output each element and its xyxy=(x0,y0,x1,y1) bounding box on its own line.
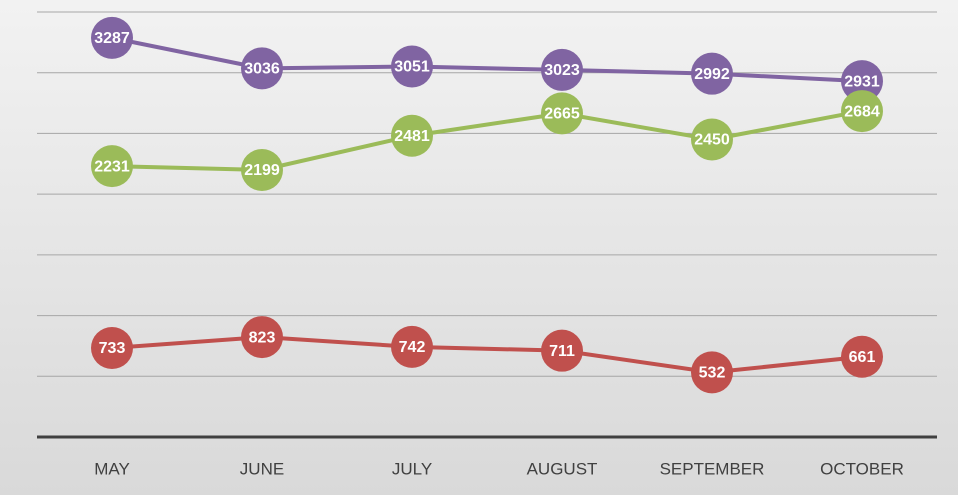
data-point xyxy=(91,326,133,369)
data-label: 3287 xyxy=(94,30,130,47)
data-point xyxy=(91,16,133,59)
data-label: 2231 xyxy=(94,158,130,175)
data-point xyxy=(841,60,883,103)
data-label: 733 xyxy=(99,340,126,357)
data-point xyxy=(241,316,283,359)
data-point xyxy=(691,118,733,161)
data-label: 2665 xyxy=(544,106,580,123)
data-point xyxy=(841,90,883,133)
data-point xyxy=(241,47,283,90)
data-label: 3036 xyxy=(244,61,280,78)
data-point xyxy=(91,145,133,188)
x-tick-label: AUGUST xyxy=(527,459,598,478)
data-label: 2450 xyxy=(694,132,730,149)
data-label: 3051 xyxy=(394,59,430,76)
data-label: 3023 xyxy=(544,62,580,79)
data-label: 742 xyxy=(399,339,426,356)
data-label: 532 xyxy=(699,365,726,382)
data-point xyxy=(391,114,433,157)
data-point xyxy=(541,92,583,135)
data-point xyxy=(391,45,433,88)
data-label: 661 xyxy=(849,349,876,366)
x-tick-label: JUNE xyxy=(240,459,284,478)
data-label: 2931 xyxy=(844,73,880,90)
data-label: 2481 xyxy=(394,128,430,145)
data-point xyxy=(691,351,733,394)
data-point xyxy=(241,148,283,191)
series-line xyxy=(111,335,863,375)
x-tick-label: MAY xyxy=(94,459,130,478)
series-line xyxy=(111,35,863,84)
data-label: 2684 xyxy=(844,103,880,120)
x-tick-label: JULY xyxy=(392,459,432,478)
series-line xyxy=(111,109,863,172)
data-point xyxy=(541,48,583,91)
data-point xyxy=(841,335,883,378)
data-label: 2992 xyxy=(694,66,730,83)
data-label: 711 xyxy=(549,343,575,360)
data-label: 2199 xyxy=(244,162,280,179)
data-point xyxy=(541,329,583,372)
x-tick-label: OCTOBER xyxy=(820,459,904,478)
data-point xyxy=(691,52,733,95)
data-point xyxy=(391,325,433,368)
x-tick-label: SEPTEMBER xyxy=(660,459,765,478)
data-label: 823 xyxy=(249,329,276,346)
